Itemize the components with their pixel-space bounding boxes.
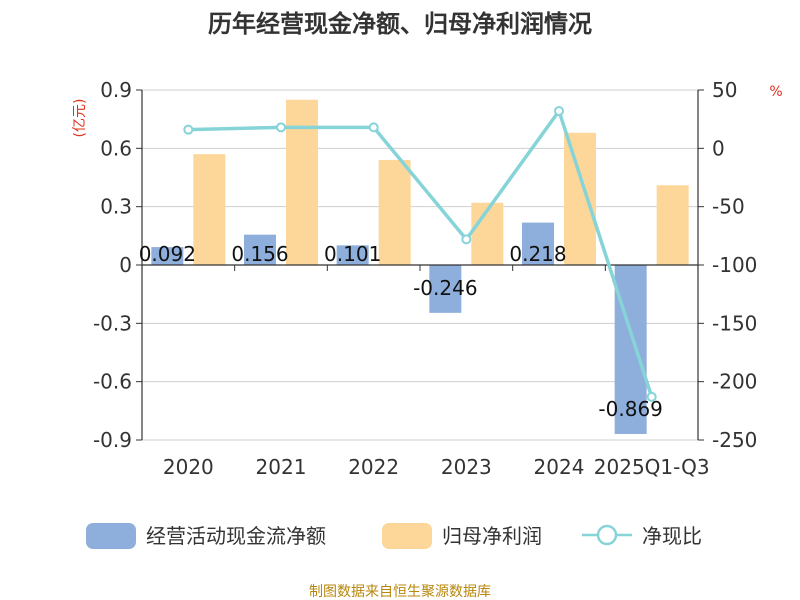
- cashflow-bar: [151, 247, 184, 265]
- ratio-line: [183, 106, 657, 402]
- data-labels: 0.092 0.156 0.101 -0.246 0.218 -0.869: [139, 242, 663, 421]
- right-tick-label: -150: [712, 311, 757, 335]
- right-tick-label: 0: [712, 136, 725, 160]
- x-tick-label: 2022: [348, 455, 399, 479]
- profit-bar: [193, 154, 226, 265]
- profit-bar: [656, 185, 689, 265]
- legend-label: 归母净利润: [442, 524, 542, 548]
- cashflow-bar: [614, 265, 647, 434]
- right-tick-label: -200: [712, 370, 757, 394]
- ratio-point: [646, 391, 657, 402]
- grid-lines: [142, 89, 698, 441]
- ratio-point: [461, 234, 472, 245]
- cashflow-value-label: 0.156: [231, 242, 288, 266]
- left-tick-label: -0.6: [93, 370, 132, 394]
- left-tick-label: 0.6: [100, 136, 132, 160]
- cashflow-bar: [429, 265, 462, 313]
- right-tick-label: 50: [712, 78, 737, 102]
- ratio-point: [183, 124, 194, 135]
- cashflow-bar: [244, 234, 276, 265]
- right-tick-label: -100: [712, 253, 757, 277]
- legend: 经营活动现金流净额 归母净利润 净现比: [86, 523, 702, 549]
- x-tick-label: 2024: [534, 455, 585, 479]
- axes: [136, 89, 704, 441]
- x-tick-label: 2020: [163, 455, 214, 479]
- right-axis-unit: %: [769, 84, 782, 100]
- left-tick-label: -0.3: [93, 311, 132, 335]
- legend-label: 净现比: [642, 524, 702, 548]
- right-tick-label: -250: [712, 428, 757, 452]
- left-tick-label: -0.9: [93, 428, 132, 452]
- cashflow-bar: [336, 245, 369, 265]
- source-note: 制图数据来自恒生聚源数据库: [309, 584, 491, 600]
- legend-label: 经营活动现金流净额: [146, 524, 326, 548]
- x-tick-label: 2025Q1-Q3: [594, 455, 710, 479]
- left-tick-label: 0.3: [100, 195, 132, 219]
- legend-marker: [596, 524, 618, 546]
- ratio-polyline: [188, 109, 654, 398]
- cashflow-value-label: -0.246: [413, 276, 477, 300]
- ratio-point: [276, 122, 286, 133]
- ratio-point: [554, 106, 564, 116]
- profit-bar: [564, 132, 596, 265]
- right-tick-label: -50: [712, 195, 745, 219]
- legend-swatch: [86, 523, 136, 549]
- x-tick-label: 2021: [256, 455, 307, 479]
- left-tick-label: 0: [119, 253, 132, 277]
- cashflow-value-label: -0.869: [598, 397, 662, 421]
- cashflow-value-label: 0.092: [139, 242, 196, 266]
- chart-title: 历年经营现金净额、归母净利润情况: [208, 10, 592, 38]
- left-axis-unit: (亿元): [72, 99, 88, 138]
- ratio-point: [368, 122, 379, 133]
- left-tick-label: 0.9: [100, 78, 132, 102]
- legend-swatch: [382, 523, 432, 549]
- profit-bar: [378, 160, 411, 265]
- x-tick-label: 2023: [441, 455, 492, 479]
- cashflow-bar: [522, 222, 554, 265]
- cashflow-value-label: 0.218: [509, 242, 566, 266]
- profit-bar: [286, 99, 318, 265]
- tick-labels: 0.9 0.6 0.3 0 -0.3 -0.6 -0.9 50 0 -50 -100 -150 -200…: [93, 78, 757, 479]
- cashflow-value-label: 0.101: [324, 242, 381, 266]
